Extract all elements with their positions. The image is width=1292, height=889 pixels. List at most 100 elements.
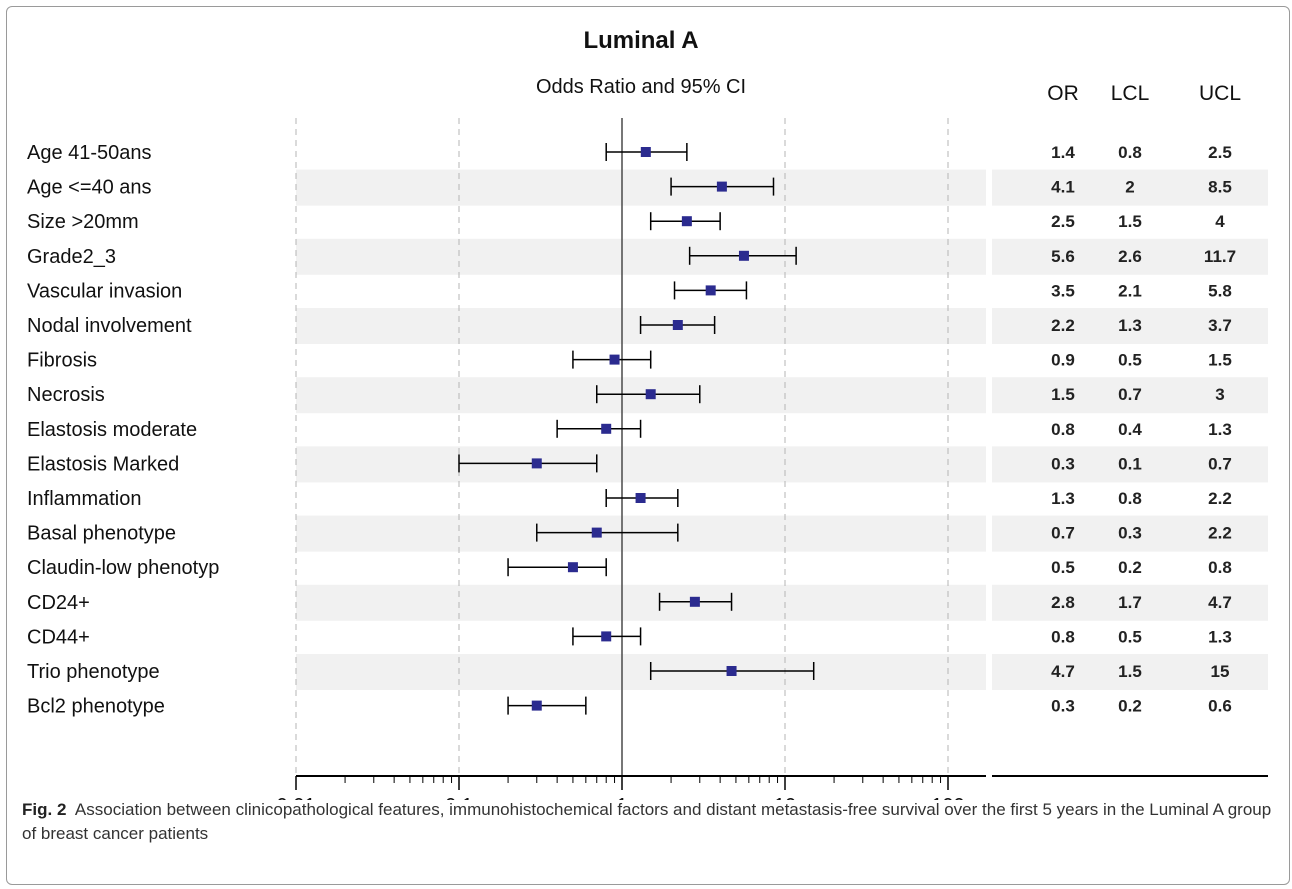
ucl-value: 2.5 <box>1208 143 1232 162</box>
row-band-plot <box>296 515 986 552</box>
lcl-value: 0.2 <box>1118 558 1142 577</box>
x-tick-label: 0.1 <box>445 795 473 800</box>
or-value: 2.8 <box>1051 593 1075 612</box>
caption-text: Association between clinicopathological … <box>22 800 1272 843</box>
lcl-value: 1.5 <box>1118 662 1142 681</box>
ucl-value: 1.5 <box>1208 351 1232 370</box>
or-marker <box>601 631 612 642</box>
lcl-value: 0.5 <box>1118 627 1142 646</box>
table-header-lcl: LCL <box>1111 82 1150 105</box>
lcl-value: 2 <box>1125 178 1134 197</box>
or-value: 0.5 <box>1051 558 1075 577</box>
row-label: Trio phenotype <box>27 661 160 683</box>
ucl-value: 1.3 <box>1208 420 1232 439</box>
row-band-plot <box>296 654 986 690</box>
lcl-value: 1.3 <box>1118 316 1142 335</box>
or-marker <box>531 700 542 711</box>
row-label: Bcl2 phenotype <box>27 696 165 718</box>
row-label: Nodal involvement <box>27 315 192 337</box>
row-band-table <box>992 446 1268 483</box>
row-label: Inflammation <box>27 488 142 510</box>
ucl-value: 3 <box>1215 385 1224 404</box>
or-marker <box>681 216 692 227</box>
or-value: 5.6 <box>1051 247 1075 266</box>
x-tick-label: 100 <box>931 795 964 800</box>
or-value: 1.3 <box>1051 489 1075 508</box>
chart-subtitle: Odds Ratio and 95% CI <box>536 76 746 98</box>
or-value: 1.5 <box>1051 385 1075 404</box>
row-band-plot <box>296 169 986 206</box>
or-marker <box>716 181 727 192</box>
row-band-plot <box>296 377 986 414</box>
lcl-value: 1.7 <box>1118 593 1142 612</box>
row-label: Grade2_3 <box>27 246 116 268</box>
x-tick-label: 1 <box>616 795 627 800</box>
or-value: 0.7 <box>1051 524 1075 543</box>
or-value: 0.3 <box>1051 454 1075 473</box>
or-value: 4.1 <box>1051 178 1075 197</box>
chart-title: Luminal A <box>583 27 698 54</box>
lcl-value: 2.1 <box>1118 281 1142 300</box>
ucl-value: 0.6 <box>1208 697 1232 716</box>
or-value: 4.7 <box>1051 662 1075 681</box>
row-band-plot <box>296 446 986 483</box>
table-header-ucl: UCL <box>1199 82 1241 105</box>
figure-caption: Fig. 2 Association between clinicopathol… <box>22 798 1272 846</box>
row-label: Age 41-50ans <box>27 142 152 164</box>
row-label: Fibrosis <box>27 350 97 372</box>
or-value: 2.5 <box>1051 212 1075 231</box>
row-band-plot <box>296 238 986 275</box>
row-band-table <box>992 377 1268 414</box>
lcl-value: 0.5 <box>1118 351 1142 370</box>
row-label: Age <=40 ans <box>27 177 152 199</box>
x-tick-label: 10 <box>774 795 796 800</box>
or-marker <box>645 389 656 400</box>
ucl-value: 2.2 <box>1208 524 1232 543</box>
or-marker <box>689 596 700 607</box>
row-label: CD24+ <box>27 592 90 614</box>
row-label: Size >20mm <box>27 211 139 233</box>
ucl-value: 0.7 <box>1208 454 1232 473</box>
row-label: Vascular invasion <box>27 280 182 302</box>
or-marker <box>591 527 602 538</box>
or-marker <box>531 458 542 469</box>
ucl-value: 1.3 <box>1208 627 1232 646</box>
or-marker <box>672 320 683 330</box>
or-marker <box>601 423 612 434</box>
figure-label: Fig. 2 <box>22 800 67 819</box>
or-marker <box>705 285 716 296</box>
row-label: CD44+ <box>27 626 90 648</box>
or-value: 0.3 <box>1051 697 1075 716</box>
ucl-value: 15 <box>1211 662 1230 681</box>
lcl-value: 1.5 <box>1118 212 1142 231</box>
lcl-value: 2.6 <box>1118 247 1142 266</box>
ucl-value: 0.8 <box>1208 558 1232 577</box>
or-value: 3.5 <box>1051 281 1075 300</box>
or-value: 2.2 <box>1051 316 1075 335</box>
or-value: 1.4 <box>1051 143 1075 162</box>
row-label: Elastosis moderate <box>27 419 197 441</box>
lcl-value: 0.3 <box>1118 524 1142 543</box>
or-marker <box>635 493 646 503</box>
row-label: Elastosis Marked <box>27 453 179 475</box>
row-label: Necrosis <box>27 384 105 406</box>
or-value: 0.9 <box>1051 351 1075 370</box>
or-value: 0.8 <box>1051 420 1075 439</box>
forest-plot: Luminal A Odds Ratio and 95% CI OR LCL UCL Ag… <box>27 27 1268 800</box>
or-marker <box>726 666 737 676</box>
row-label: Basal phenotype <box>27 523 176 545</box>
or-marker <box>609 354 620 365</box>
or-value: 0.8 <box>1051 627 1075 646</box>
lcl-value: 0.1 <box>1118 454 1142 473</box>
ucl-value: 2.2 <box>1208 489 1232 508</box>
row-band-table <box>992 308 1268 344</box>
or-marker <box>640 147 651 157</box>
row-label: Claudin-low phenotyp <box>27 557 219 579</box>
row-band-table <box>992 515 1268 552</box>
lcl-value: 0.2 <box>1118 697 1142 716</box>
table-header-or: OR <box>1047 82 1079 105</box>
lcl-value: 0.7 <box>1118 385 1142 404</box>
row-band-table <box>992 169 1268 206</box>
ucl-value: 5.8 <box>1208 281 1232 300</box>
ucl-value: 3.7 <box>1208 316 1232 335</box>
